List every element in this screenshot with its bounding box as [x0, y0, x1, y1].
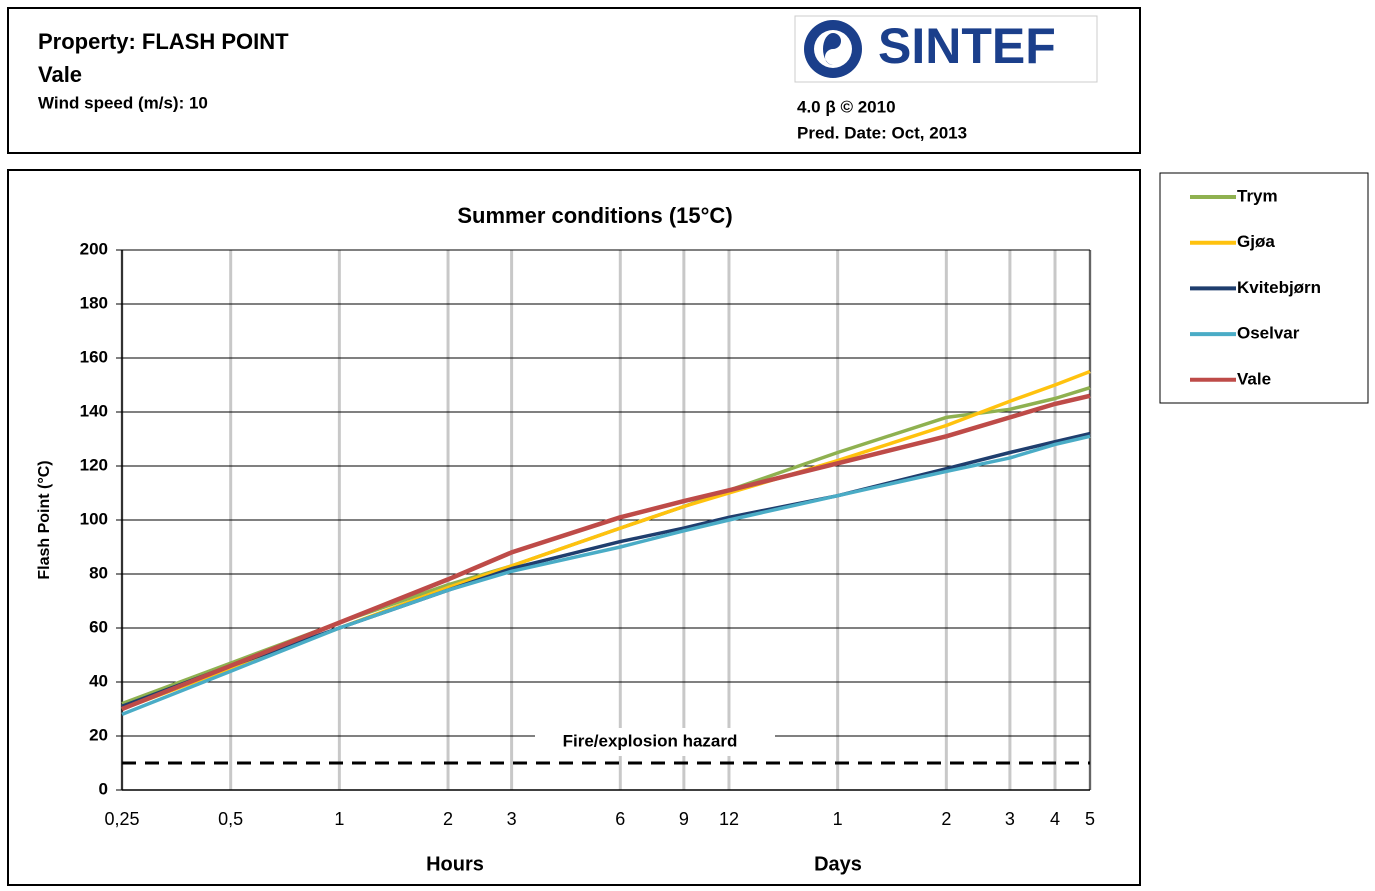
- hazard-label-bg: [535, 728, 775, 756]
- header-box: [7, 7, 1141, 154]
- legend-box: [1159, 172, 1369, 404]
- legend-label: Vale: [1237, 369, 1271, 388]
- oil-name: Vale: [38, 62, 82, 87]
- chart-title: Summer conditions (15°C): [457, 203, 732, 228]
- y-tick-label: 40: [89, 671, 108, 690]
- x-tick-label: 1: [833, 809, 843, 829]
- hazard-label: Fire/explosion hazard: [563, 731, 738, 750]
- x-tick-label: 2: [941, 809, 951, 829]
- x-axis-label: Days: [814, 853, 862, 875]
- y-tick-label: 80: [89, 563, 108, 582]
- x-tick-label: 3: [507, 809, 517, 829]
- chart-box: [7, 169, 1141, 886]
- legend-label: Gjøa: [1237, 232, 1275, 251]
- x-tick-label: 0,5: [218, 809, 243, 829]
- x-tick-label: 5: [1085, 809, 1095, 829]
- version: 4.0 β © 2010: [797, 97, 896, 116]
- x-tick-label: 6: [615, 809, 625, 829]
- legend-label: Kvitebjørn: [1237, 278, 1321, 297]
- y-tick-label: 100: [80, 509, 108, 528]
- y-tick-label: 0: [99, 779, 108, 798]
- x-tick-label: 2: [443, 809, 453, 829]
- logo-text: SINTEF: [878, 18, 1056, 74]
- y-tick-label: 200: [80, 239, 108, 258]
- y-axis-label: Flash Point (°C): [36, 460, 53, 579]
- x-tick-label: 4: [1050, 809, 1060, 829]
- y-tick-label: 120: [80, 455, 108, 474]
- series-line: [121, 431, 1091, 708]
- legend-label: Oselvar: [1237, 324, 1300, 343]
- pred-date: Pred. Date: Oct, 2013: [797, 123, 967, 142]
- x-tick-label: 3: [1005, 809, 1015, 829]
- logo-icon: [823, 33, 841, 65]
- wind-speed: Wind speed (m/s): 10: [38, 93, 208, 112]
- x-tick-label: 12: [719, 809, 739, 829]
- x-tick-label: 1: [334, 809, 344, 829]
- x-axis-label: Hours: [426, 853, 484, 875]
- y-tick-label: 160: [80, 347, 108, 366]
- property: Property: FLASH POINT: [38, 29, 289, 54]
- series-line: [121, 434, 1091, 717]
- series-line: [121, 393, 1091, 712]
- y-tick-label: 60: [89, 617, 108, 636]
- y-tick-label: 20: [89, 725, 108, 744]
- legend-label: Trym: [1237, 186, 1278, 205]
- y-tick-label: 180: [80, 293, 108, 312]
- x-tick-label: 0,25: [104, 809, 139, 829]
- x-tick-label: 9: [679, 809, 689, 829]
- y-tick-label: 140: [80, 401, 108, 420]
